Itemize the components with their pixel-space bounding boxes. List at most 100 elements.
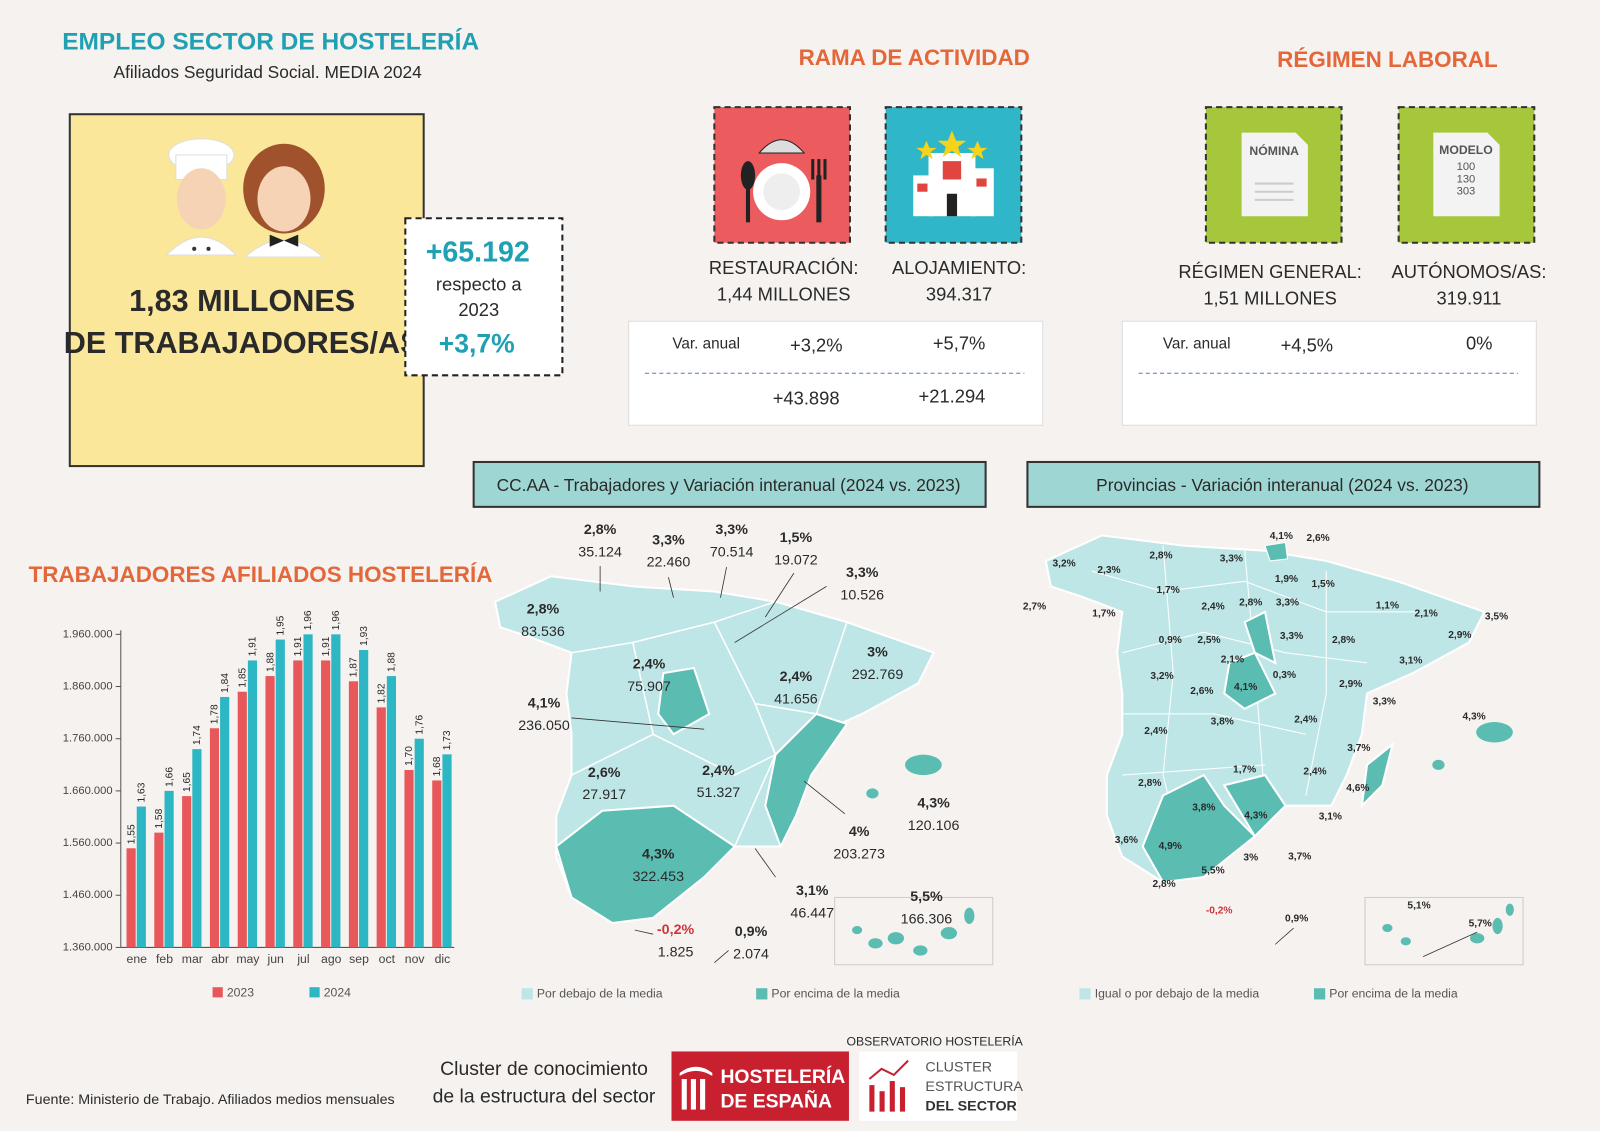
region-highlight bbox=[657, 666, 711, 736]
bar bbox=[321, 660, 331, 948]
value-label: 1,63 bbox=[137, 782, 148, 802]
region-pct: 5,5% bbox=[910, 889, 943, 905]
legend-swatch bbox=[1313, 988, 1326, 1000]
region-pct: 2,4% bbox=[780, 669, 813, 685]
province-highlight bbox=[1264, 541, 1289, 562]
cluster-text: Cluster de conocimiento bbox=[440, 1058, 648, 1080]
x-tick-label: sep bbox=[349, 952, 369, 966]
bar bbox=[386, 676, 397, 948]
leader-line bbox=[1422, 931, 1478, 957]
region-workers: 83.536 bbox=[521, 624, 565, 640]
region-pct: 3% bbox=[867, 644, 888, 660]
logo-mark bbox=[679, 1066, 713, 1110]
rama-var-label: Var. anual bbox=[672, 336, 740, 353]
province-pct: 3,1% bbox=[1319, 812, 1342, 823]
province-pct: 4,6% bbox=[1346, 783, 1369, 794]
province-pct: 2,4% bbox=[1303, 767, 1326, 778]
bar bbox=[376, 707, 386, 948]
region-pct: 0,9% bbox=[735, 924, 768, 940]
province-pct: 3,1% bbox=[1399, 656, 1422, 667]
value-label: 1,91 bbox=[293, 636, 304, 656]
province-pct: 2,4% bbox=[1201, 601, 1224, 612]
bar bbox=[348, 681, 359, 948]
province-pct: 3,8% bbox=[1192, 802, 1215, 813]
logo-text: CLUSTER bbox=[925, 1060, 992, 1076]
province-pct: 4,3% bbox=[1462, 712, 1485, 723]
regimen-value: 1,51 MILLONES bbox=[1203, 288, 1337, 309]
logo-text: DE ESPAÑA bbox=[720, 1090, 832, 1113]
province-pct: 4,1% bbox=[1270, 531, 1293, 542]
province-pct: 3,7% bbox=[1288, 851, 1311, 862]
canarias bbox=[852, 907, 975, 956]
map-title-box bbox=[472, 460, 987, 508]
value-label: 1,96 bbox=[331, 610, 342, 630]
province-pct: 2,8% bbox=[1138, 778, 1161, 789]
legend-label: Por debajo de la media bbox=[537, 987, 663, 1001]
bar bbox=[220, 696, 230, 948]
region-pct: 3,3% bbox=[846, 565, 879, 581]
canarias-box bbox=[834, 896, 994, 966]
province-pct: 1,7% bbox=[1157, 585, 1180, 596]
province-pct: 3,3% bbox=[1280, 631, 1303, 642]
region-pct: 2,8% bbox=[584, 522, 617, 538]
value-label: 1,66 bbox=[164, 767, 175, 787]
icon-text: 303 bbox=[1457, 186, 1476, 198]
regimen-label: RÉGIMEN GENERAL: bbox=[1178, 261, 1361, 282]
province-pct: 0,9% bbox=[1285, 914, 1308, 925]
workers-icon bbox=[165, 138, 325, 258]
value-label: 1,93 bbox=[359, 626, 370, 646]
province-pct: 5,7% bbox=[1469, 919, 1492, 930]
region-workers: 322.453 bbox=[632, 869, 684, 885]
legend-swatch bbox=[309, 987, 320, 998]
region-pct: 2,8% bbox=[527, 602, 560, 618]
map-labels: 2,8% 35.124 3,3% 22.460 3,3% 70.514 1,5% 19.072… bbox=[518, 522, 1508, 964]
leader-line bbox=[1274, 927, 1294, 945]
region-pct: 2,6% bbox=[588, 765, 621, 781]
province-pct: 3% bbox=[1243, 852, 1258, 863]
province-pct: 2,1% bbox=[1221, 655, 1244, 666]
province-pct: 3,3% bbox=[1373, 696, 1396, 707]
bar bbox=[265, 676, 275, 948]
x-tick-label: dic bbox=[435, 952, 451, 966]
region-pct: 2,4% bbox=[702, 763, 735, 779]
bar bbox=[237, 691, 247, 948]
bar bbox=[136, 806, 146, 948]
value-label: 1,82 bbox=[376, 683, 387, 703]
rama-value: 394.317 bbox=[926, 284, 992, 305]
x-tick-label: abr bbox=[211, 952, 229, 966]
province-pct: 3,7% bbox=[1347, 743, 1370, 754]
province-highlight bbox=[1141, 773, 1257, 884]
rama-var: +5,7% bbox=[933, 333, 986, 354]
region-pct: 4,1% bbox=[528, 695, 561, 711]
summary-line1: 1,83 MILLONES bbox=[129, 284, 355, 318]
general-icon bbox=[1204, 106, 1343, 244]
province-pct: 4,3% bbox=[1244, 811, 1267, 822]
cluster-text: de la estructura del sector bbox=[433, 1085, 656, 1107]
x-tick-label: jul bbox=[296, 952, 309, 966]
value-label: 1,95 bbox=[275, 615, 286, 635]
province-pct: 3,2% bbox=[1150, 671, 1173, 682]
regimen-var: +4,5% bbox=[1281, 335, 1334, 356]
region-workers: 292.769 bbox=[852, 667, 904, 683]
province-pct: 2,1% bbox=[1415, 609, 1438, 620]
region-highlight bbox=[764, 712, 849, 850]
province-pct: 1,9% bbox=[1275, 574, 1298, 585]
leader-line bbox=[764, 572, 795, 618]
bar bbox=[442, 754, 452, 948]
y-tick-label: 1.360.000 bbox=[63, 941, 113, 953]
ccaa-title: CC.AA - Trabajadores y Variación interan… bbox=[497, 475, 961, 495]
value-label: 1,91 bbox=[248, 636, 259, 656]
bar bbox=[164, 790, 174, 948]
province-pct: 4,9% bbox=[1159, 841, 1182, 852]
province-pct: 2,6% bbox=[1190, 686, 1213, 697]
main-title: EMPLEO SECTOR DE HOSTELERÍA bbox=[62, 27, 479, 55]
province-pct: 2,6% bbox=[1306, 533, 1329, 544]
region-workers: 203.273 bbox=[833, 846, 885, 862]
bar-chart: 1.360.000 1.460.000 1.560.000 1.660.000 1.76… bbox=[63, 610, 455, 1000]
y-tick-label: 1.960.000 bbox=[63, 628, 113, 640]
main-subtitle: Afiliados Seguridad Social. MEDIA 2024 bbox=[114, 62, 423, 82]
x-tick-label: ago bbox=[321, 952, 342, 966]
province-pct: 3,6% bbox=[1115, 835, 1138, 846]
province-pct: 2,9% bbox=[1339, 679, 1362, 690]
region-workers: 10.526 bbox=[840, 587, 884, 603]
